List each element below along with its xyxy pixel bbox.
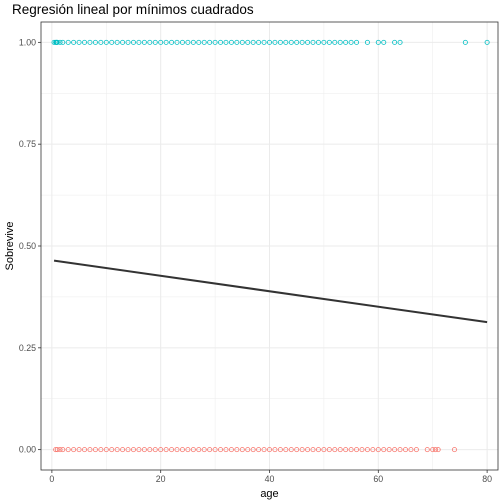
- y-tick-label: 1.00: [19, 37, 36, 47]
- x-tick-label: 20: [156, 474, 166, 484]
- y-axis-ticks: 0.00 0.25 0.50 0.75 1.00: [19, 37, 41, 454]
- grid-lines: [41, 22, 498, 470]
- y-tick-label: 0.00: [19, 445, 36, 455]
- regression-line: [54, 261, 487, 322]
- regression-line-group: [54, 261, 487, 322]
- x-axis-ticks: 0 20 40 60 80: [49, 470, 492, 484]
- x-axis-title: age: [260, 488, 278, 500]
- x-tick-label: 60: [373, 474, 383, 484]
- y-axis-title: Sobrevive: [4, 222, 16, 271]
- y-tick-label: 0.75: [19, 139, 36, 149]
- chart-title: Regresión lineal por mínimos cuadrados: [12, 2, 254, 17]
- x-tick-label: 40: [265, 474, 275, 484]
- x-tick-label: 0: [49, 474, 54, 484]
- y-tick-label: 0.50: [19, 241, 36, 251]
- y-tick-label: 0.25: [19, 343, 36, 353]
- x-tick-label: 80: [482, 474, 492, 484]
